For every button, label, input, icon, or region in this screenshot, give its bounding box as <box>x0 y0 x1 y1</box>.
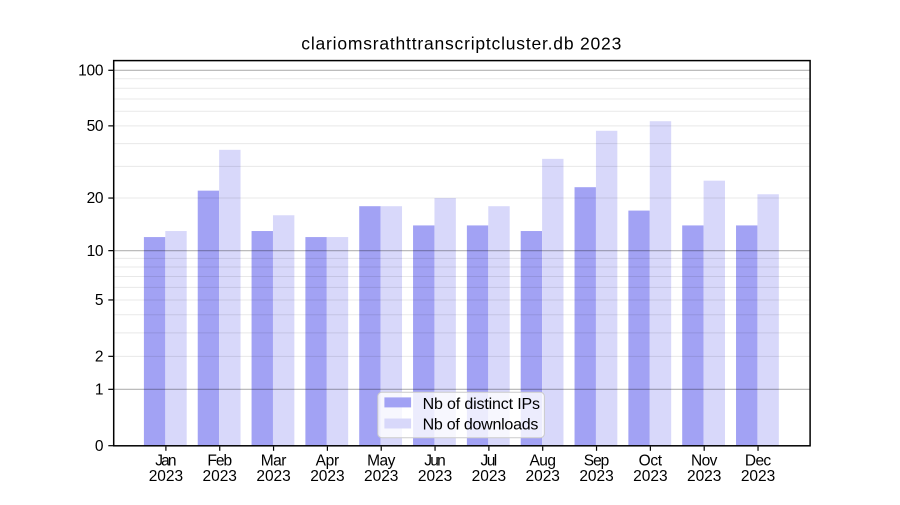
svg-text:Jun: Jun <box>424 452 446 469</box>
svg-text:Jan: Jan <box>155 452 176 469</box>
svg-text:Aug: Aug <box>529 452 556 469</box>
svg-text:5: 5 <box>95 292 104 309</box>
svg-text:2023: 2023 <box>633 468 667 485</box>
svg-text:2023: 2023 <box>472 468 506 485</box>
svg-text:2023: 2023 <box>364 468 398 485</box>
svg-text:100: 100 <box>78 62 104 79</box>
svg-text:Nov: Nov <box>691 452 718 469</box>
svg-text:2023: 2023 <box>741 468 775 485</box>
svg-text:Dec: Dec <box>745 452 772 469</box>
svg-text:2023: 2023 <box>526 468 560 485</box>
svg-text:Nb of downloads: Nb of downloads <box>423 417 539 434</box>
svg-text:0: 0 <box>95 438 104 455</box>
svg-text:2: 2 <box>95 348 104 365</box>
svg-text:clariomsrathttranscriptcluster: clariomsrathttranscriptcluster.db 2023 <box>301 33 621 53</box>
svg-text:50: 50 <box>87 118 104 135</box>
svg-text:2023: 2023 <box>579 468 613 485</box>
svg-text:Apr: Apr <box>316 452 340 469</box>
svg-text:Feb: Feb <box>207 452 232 469</box>
svg-text:Oct: Oct <box>639 452 663 469</box>
svg-text:Mar: Mar <box>261 452 287 469</box>
svg-text:1: 1 <box>95 381 104 398</box>
svg-text:Jul: Jul <box>481 452 498 469</box>
svg-text:2023: 2023 <box>149 468 183 485</box>
svg-text:2023: 2023 <box>310 468 344 485</box>
svg-text:Nb of distinct IPs: Nb of distinct IPs <box>423 396 540 413</box>
svg-text:10: 10 <box>87 243 104 260</box>
svg-text:2023: 2023 <box>687 468 721 485</box>
svg-text:2023: 2023 <box>418 468 452 485</box>
svg-text:20: 20 <box>87 190 104 207</box>
svg-text:May: May <box>367 452 395 469</box>
svg-text:Sep: Sep <box>584 452 610 469</box>
svg-text:2023: 2023 <box>203 468 237 485</box>
svg-text:2023: 2023 <box>256 468 290 485</box>
